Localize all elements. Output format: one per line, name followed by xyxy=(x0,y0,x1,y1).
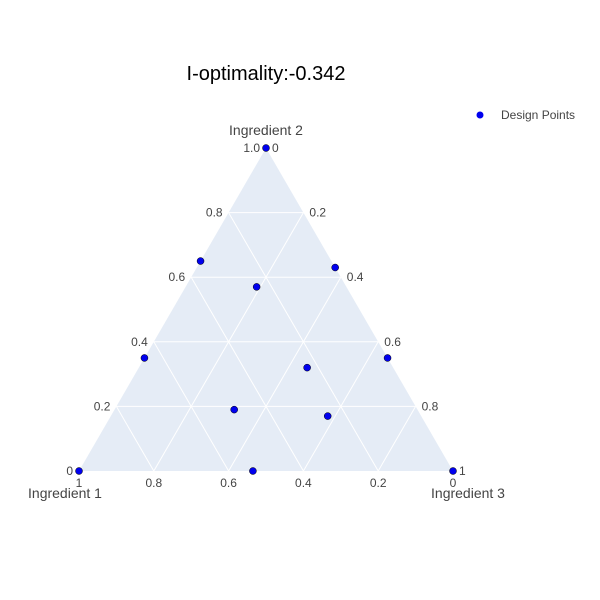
grid-line-ingredient-3 xyxy=(228,276,342,472)
grid-line-ingredient-3 xyxy=(377,406,417,472)
tick-labels: 0 0 0 0.2 0.2 0.2 0.4 0.4 0.4 0.6 0.6 0.6 0.8 0.8 0.8 1… xyxy=(66,141,466,490)
tick-label-ingredient-3: 0.6 xyxy=(384,335,401,349)
design-point xyxy=(303,363,311,372)
tick-label-ingredient-2: 0.8 xyxy=(206,206,223,220)
design-point xyxy=(449,467,457,475)
grid-line-ingredient-1 xyxy=(153,341,230,472)
tick-label-ingredient-1: 0.4 xyxy=(295,476,312,490)
axis-title-ingredient-1: Ingredient 1 xyxy=(28,485,102,501)
design-point xyxy=(196,257,205,265)
tick-label-ingredient-2: 1.0 xyxy=(243,141,260,155)
design-point xyxy=(75,467,83,475)
tick-label-ingredient-3: 1 xyxy=(459,464,466,478)
tick-label-ingredient-2: 0.6 xyxy=(169,270,186,284)
tick-label-ingredient-3: 0.4 xyxy=(347,270,364,284)
tick-label-ingredient-2: 0 xyxy=(66,464,73,478)
axis-title-ingredient-2: Ingredient 2 xyxy=(229,122,303,138)
grid-line-ingredient-1 xyxy=(190,276,304,472)
legend-label: Design Points xyxy=(501,108,575,122)
axis-title-ingredient-3: Ingredient 3 xyxy=(431,485,505,501)
plot-area xyxy=(79,148,453,471)
tick-label-ingredient-3: 0.8 xyxy=(422,399,439,413)
design-point xyxy=(383,354,392,362)
tick-label-ingredient-1: 0 xyxy=(450,476,457,490)
tick-label-ingredient-2: 0.4 xyxy=(131,335,148,349)
tick-label-ingredient-1: 0.8 xyxy=(145,476,162,490)
legend[interactable]: Design Points xyxy=(476,108,576,122)
chart-title: I-optimality:-0.342 xyxy=(187,63,346,85)
tick-label-ingredient-3: 0.2 xyxy=(309,206,326,220)
design-point xyxy=(230,405,238,414)
tick-label-ingredient-2: 0.2 xyxy=(94,399,111,413)
design-points xyxy=(75,144,457,475)
tick-label-ingredient-1: 0.2 xyxy=(370,476,387,490)
design-point xyxy=(140,354,149,362)
grid-line-ingredient-1 xyxy=(115,406,155,472)
tick-label-ingredient-3: 0 xyxy=(272,141,279,155)
tick-label-ingredient-1: 0.6 xyxy=(220,476,237,490)
design-point xyxy=(323,412,332,420)
tick-label-ingredient-1: 1 xyxy=(76,476,83,490)
design-point xyxy=(252,283,261,291)
grid-line-ingredient-3 xyxy=(302,341,379,472)
grid-lines xyxy=(115,212,417,472)
design-point xyxy=(249,467,257,475)
legend-marker xyxy=(476,111,484,119)
design-point xyxy=(262,144,270,152)
design-point xyxy=(331,263,339,272)
